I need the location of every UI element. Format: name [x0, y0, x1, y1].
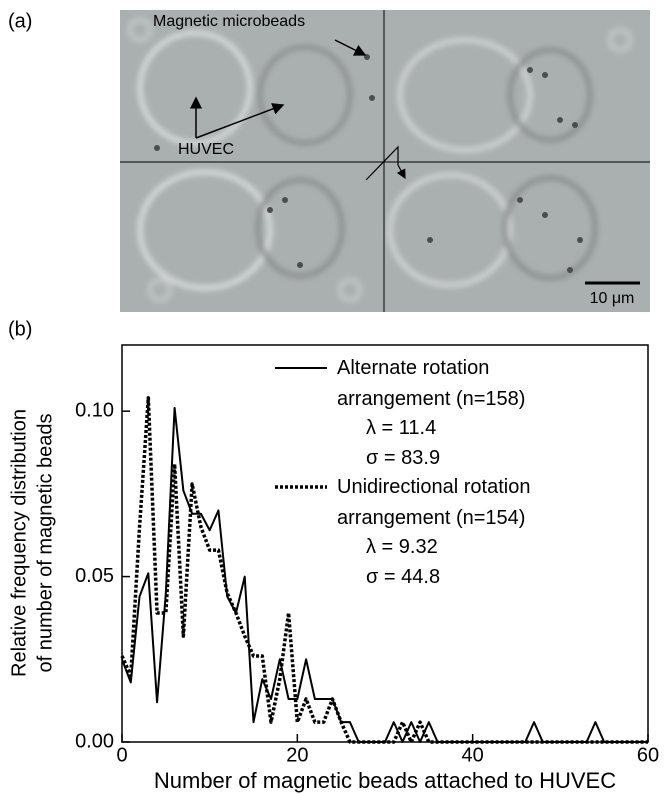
legend-stat: λ = 9.32 — [366, 536, 438, 558]
x-tick-label: 0 — [116, 744, 127, 766]
scale-label: 10 μm — [590, 290, 635, 307]
y-tick-label: 0.05 — [75, 565, 114, 587]
legend-stat: σ = 44.8 — [366, 566, 441, 588]
annotation: HUVEC — [178, 141, 234, 158]
y-tick-label: 0.10 — [75, 399, 114, 421]
y-tick-label: 0.00 — [75, 730, 114, 752]
legend-label: Unidirectional rotation arrangement (n=1… — [337, 476, 531, 529]
y-axis-label: Relative frequency distribution — [8, 409, 30, 677]
x-tick-label: 20 — [286, 744, 308, 766]
x-axis-label: Number of magnetic beads attached to HUV… — [154, 768, 616, 793]
legend-stat: λ = 11.4 — [366, 417, 437, 439]
legend-label: Alternate rotation arrangement (n=158) — [337, 357, 526, 410]
panel-label: (a) — [8, 10, 32, 32]
panel-label: (b) — [8, 318, 32, 340]
y-axis-label: of number of magnetic beads — [34, 413, 56, 672]
x-tick-label: 60 — [637, 744, 659, 766]
data-line — [120, 396, 648, 744]
micrograph — [120, 10, 650, 312]
x-tick-label: 40 — [462, 744, 484, 766]
annotation: Magnetic microbeads — [153, 13, 305, 30]
legend-stat: σ = 83.9 — [366, 447, 441, 469]
